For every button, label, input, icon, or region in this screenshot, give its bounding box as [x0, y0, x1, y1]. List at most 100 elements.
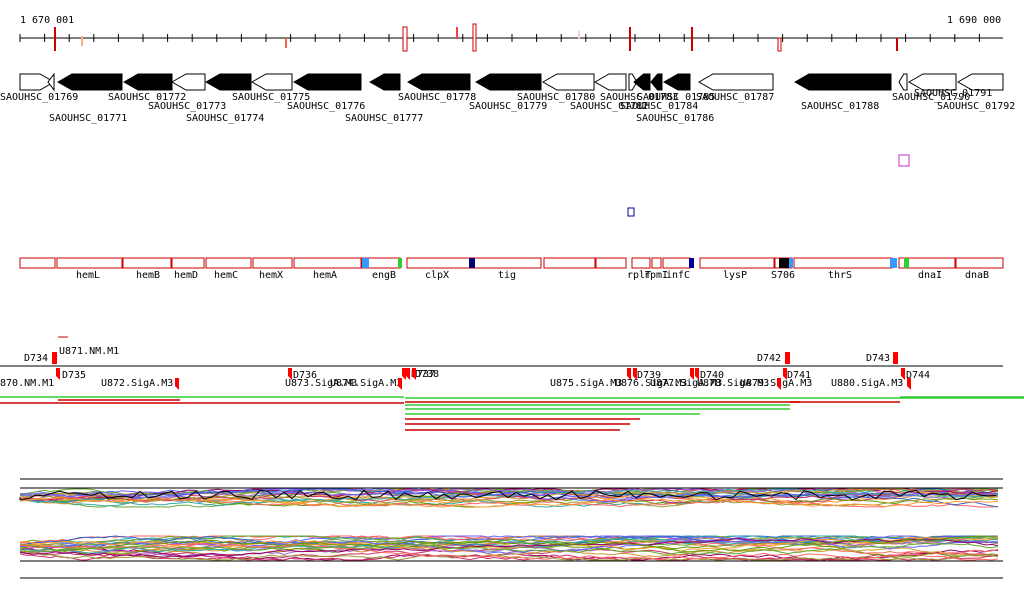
gene-label[interactable]: SAOUHSC_01769: [0, 92, 78, 103]
transcript-marker[interactable]: [907, 378, 911, 390]
gene-name-segment[interactable]: [662, 257, 691, 269]
transcript-label[interactable]: D738: [415, 369, 439, 380]
gene-arrow-saouhsc_01790[interactable]: [898, 73, 908, 91]
gene-label[interactable]: SAOUHSC_01792: [937, 101, 1015, 112]
gene-name-segment[interactable]: [793, 257, 893, 269]
transcript-label[interactable]: D744: [906, 370, 930, 381]
gene-arrow-saouhsc_01777[interactable]: [368, 73, 401, 91]
gene-name-segment[interactable]: [122, 257, 172, 269]
gene-label[interactable]: SAOUHSC_01774: [186, 113, 264, 124]
transcript-label[interactable]: U877.SigA.M3: [650, 378, 722, 389]
gene-label[interactable]: SAOUHSC_01791: [914, 88, 992, 99]
gene-label[interactable]: SAOUHSC_01790: [892, 92, 970, 103]
gene-arrow-saouhsc_01791[interactable]: [907, 73, 957, 91]
gene-label[interactable]: SAOUHSC_01780: [517, 92, 595, 103]
gene-name-segment[interactable]: [205, 257, 252, 269]
transcript-marker[interactable]: [901, 368, 905, 380]
gene-name-clpx[interactable]: clpX: [425, 270, 449, 281]
transcript-label[interactable]: D737: [411, 369, 435, 380]
transcript-label[interactable]: D740: [700, 370, 724, 381]
transcript-label[interactable]: U876.SigA.M3: [615, 378, 687, 389]
transcript-marker[interactable]: [52, 352, 57, 364]
transcript-marker[interactable]: [690, 368, 694, 380]
gene-name-segment[interactable]: [595, 257, 627, 269]
transcript-marker[interactable]: [785, 352, 790, 364]
feature-box-magenta[interactable]: [898, 154, 910, 167]
transcript-label[interactable]: D739: [637, 370, 661, 381]
transcript-marker[interactable]: [175, 378, 179, 390]
transcript-marker[interactable]: [783, 368, 787, 380]
transcript-label[interactable]: U873.SigA.M3: [285, 378, 357, 389]
gene-arrow-saouhsc_01783[interactable]: [628, 73, 638, 91]
gene-name-segment[interactable]: [252, 257, 293, 269]
gene-name-segment[interactable]: [543, 257, 596, 269]
gene-label[interactable]: SAOUHSC_01773: [148, 101, 226, 112]
gene-arrow-saouhsc_01773[interactable]: [170, 73, 206, 91]
transcript-marker[interactable]: [398, 378, 402, 390]
gene-arrow-saouhsc_01784[interactable]: [633, 73, 651, 91]
gene-name-rplt[interactable]: rplT: [627, 270, 651, 281]
gene-arrow-saouhsc_01769[interactable]: [19, 73, 56, 91]
gene-label[interactable]: SAOUHSC_01776: [287, 101, 365, 112]
gene-name-tig[interactable]: tig: [498, 270, 516, 281]
gene-name-engb[interactable]: engB: [372, 270, 396, 281]
gene-name-hema[interactable]: hemA: [313, 270, 337, 281]
gene-name-lysp[interactable]: lysP: [723, 270, 747, 281]
gene-arrow-saouhsc_01771[interactable]: [56, 73, 123, 91]
gene-name-segment[interactable]: [955, 257, 1004, 269]
transcript-marker[interactable]: [633, 368, 637, 380]
transcript-label[interactable]: U880.SigA.M3: [831, 378, 903, 389]
gene-label[interactable]: SAOUHSC_01788: [801, 101, 879, 112]
gene-arrow-saouhsc_01785[interactable]: [650, 73, 663, 91]
transcript-label[interactable]: D742: [757, 353, 781, 364]
gene-label[interactable]: SAOUHSC_01779: [469, 101, 547, 112]
gene-label[interactable]: SAOUHSC_01786: [636, 113, 714, 124]
gene-label[interactable]: SAOUHSC_01782: [570, 101, 648, 112]
transcript-label[interactable]: U871.NM.M1: [59, 346, 119, 357]
transcript-marker[interactable]: [695, 368, 699, 380]
feature-box-navy[interactable]: [627, 207, 635, 217]
transcript-marker[interactable]: [56, 368, 60, 380]
gene-name-hemd[interactable]: hemD: [174, 270, 198, 281]
gene-arrow-saouhsc_01778[interactable]: [406, 73, 471, 91]
transcript-marker[interactable]: [777, 378, 781, 390]
gene-name-hemx[interactable]: hemX: [259, 270, 283, 281]
transcript-label[interactable]: U874.SigA.M3: [330, 378, 402, 389]
gene-name-segment[interactable]: [56, 257, 123, 269]
gene-name-thrs[interactable]: thrS: [828, 270, 852, 281]
gene-name-segment[interactable]: [293, 257, 362, 269]
gene-label[interactable]: SAOUHSC_01775: [232, 92, 310, 103]
transcript-label[interactable]: U870.NM.M1: [0, 378, 54, 389]
gene-arrow-saouhsc_01772[interactable]: [122, 73, 173, 91]
transcript-marker[interactable]: [893, 352, 898, 364]
transcript-label[interactable]: D735: [62, 370, 86, 381]
gene-arrow-saouhsc_01787[interactable]: [697, 73, 774, 91]
gene-name-rpmi[interactable]: rpmI: [644, 270, 668, 281]
gene-name-infc[interactable]: infC: [666, 270, 690, 281]
transcript-label[interactable]: U872.SigA.M3: [101, 378, 173, 389]
transcript-marker[interactable]: [412, 368, 416, 380]
gene-name-dnai[interactable]: dnaI: [918, 270, 942, 281]
gene-name-hemc[interactable]: hemC: [214, 270, 238, 281]
gene-label[interactable]: SAOUHSC_01787: [696, 92, 774, 103]
gene-arrow-saouhsc_01786[interactable]: [662, 73, 691, 91]
gene-arrow-saouhsc_01788[interactable]: [793, 73, 892, 91]
gene-label[interactable]: SAOUHSC_01778: [398, 92, 476, 103]
gene-label[interactable]: SAOUHSC_01772: [108, 92, 186, 103]
gene-name-segment[interactable]: [470, 257, 542, 269]
transcript-marker[interactable]: [627, 368, 631, 380]
gene-name-segment[interactable]: [171, 257, 205, 269]
gene-arrow-saouhsc_01779[interactable]: [474, 73, 542, 91]
gene-name-segment[interactable]: [651, 257, 662, 269]
gene-name-hemb[interactable]: hemB: [136, 270, 160, 281]
gene-arrow-saouhsc_01774[interactable]: [204, 73, 252, 91]
transcript-label[interactable]: D741: [787, 370, 811, 381]
gene-arrow-saouhsc_01782[interactable]: [593, 73, 627, 91]
gene-name-segment[interactable]: [898, 257, 956, 269]
gene-name-segment[interactable]: [19, 257, 56, 269]
transcript-label[interactable]: U879.SigA.M3: [740, 378, 812, 389]
gene-name-segment[interactable]: [631, 257, 651, 269]
transcript-marker[interactable]: [288, 368, 292, 380]
gene-name-segment[interactable]: [406, 257, 471, 269]
transcript-label[interactable]: U875.SigA.M3: [550, 378, 622, 389]
